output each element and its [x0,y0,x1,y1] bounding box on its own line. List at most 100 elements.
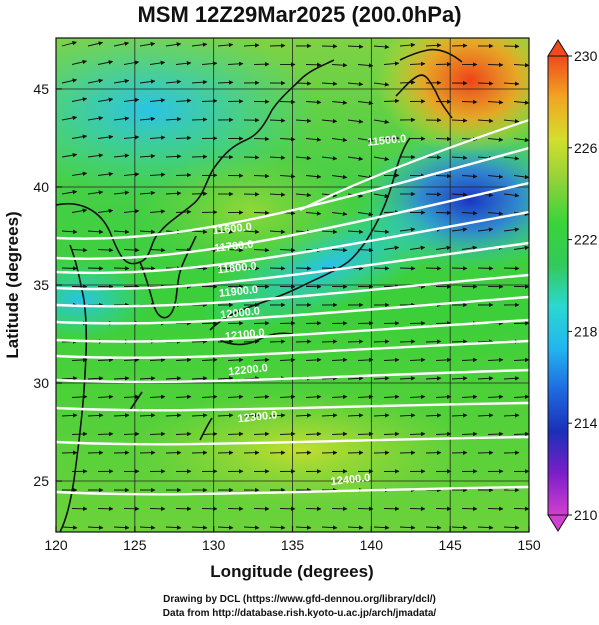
wind-arrow [513,431,529,437]
wind-arrow [425,339,442,344]
wind-arrow [409,245,426,251]
wind-arrow [383,61,400,66]
wind-arrow [373,156,390,162]
wind-arrow [409,61,426,67]
wind-arrow [305,211,322,216]
wind-arrow [425,376,442,381]
wind-arrow [435,394,452,400]
wind-arrow [123,97,140,103]
colorbar-tick-label: 214 [574,415,598,431]
wind-arrow [269,413,286,418]
wind-arrow [139,266,156,271]
wind-arrow [451,43,468,48]
wind-arrow [373,44,390,50]
wind-arrow [149,172,166,177]
wind-arrow [477,525,494,530]
height-contour [56,485,529,496]
colorbar-tick-label: 222 [574,232,598,248]
wind-arrow [461,394,478,400]
wind-arrow [373,266,390,271]
wind-arrow [175,357,192,363]
wind-arrow [243,155,260,160]
height-contour [56,146,529,240]
wind-arrow [139,229,156,235]
height-contour [56,181,529,260]
wind-arrow [451,525,468,530]
wind-arrow [123,172,140,177]
wind-arrow [139,190,156,196]
wind-arrow [123,431,140,437]
colorbar-tick-label: 226 [574,140,598,156]
wind-arrow [201,394,218,400]
wind-arrow [269,43,286,48]
wind-arrow [425,525,442,530]
wind-arrow [513,100,529,105]
wind-arrow [513,357,529,363]
wind-arrow [357,137,374,143]
wind-arrow [305,137,322,142]
contour-label: 11700.0 [214,239,254,255]
y-tick-label: 40 [33,179,49,195]
wind-arrow [295,155,312,161]
wind-arrow [191,42,208,47]
wind-arrow [253,210,270,216]
wind-arrow [279,174,296,179]
wind-arrow [331,247,348,253]
contour-label: 11900.0 [218,284,258,300]
y-tick-label: 35 [33,277,49,293]
wind-arrow [373,119,390,124]
wind-arrow [165,376,182,381]
wind-arrow [87,376,104,381]
wind-arrow [191,339,208,344]
wind-arrow [451,413,468,418]
wind-arrow [61,152,78,158]
height-contour [56,295,529,325]
wind-arrow [139,41,156,47]
wind-arrow [243,413,260,418]
wind-arrow [461,99,478,105]
wind-arrow [383,431,400,437]
wind-arrow [503,156,520,161]
wind-arrow [149,357,166,363]
wind-arrow [487,100,504,105]
wind-arrow [487,137,504,142]
wind-arrow [305,394,322,400]
wind-arrow [487,211,504,216]
wind-arrow [217,42,234,48]
contour-label: 12200.0 [228,362,269,378]
wind-arrow [487,174,504,179]
wind-arrow [113,190,130,195]
wind-arrow [123,135,140,140]
colorbar-tick-label: 230 [574,48,598,64]
wind-arrow [331,394,348,400]
wind-arrow [321,413,338,418]
wind-arrow [347,525,364,530]
wind-arrow [503,227,520,232]
wind-arrow [357,431,374,437]
wind-arrow [347,339,364,344]
wind-arrow [383,394,400,400]
wind-arrow [487,62,504,68]
wind-arrow [253,173,270,179]
wind-arrow [87,413,104,418]
contour-labels: 11500.0 11600.0 11700.0 11800.0 11900.0 12000… [212,133,407,488]
wind-arrow [399,376,416,381]
wind-arrow [425,266,442,271]
wind-arrow [139,116,156,122]
wind-arrow [295,413,312,418]
wind-arrow [269,339,286,344]
wind-arrow [123,247,140,253]
wind-arrow [305,99,322,105]
wind-arrow [123,357,140,363]
wind-arrow [513,245,529,251]
wind-arrow [61,229,78,235]
wind-arrow [217,229,234,235]
wind-arrow [503,193,520,198]
wind-arrow [399,339,416,344]
wind-arrow [383,98,400,104]
wind-arrow [113,229,130,235]
wind-arrow [451,192,468,197]
wind-arrow [347,229,364,235]
wind-arrow [409,394,426,400]
wind-arrow [373,525,390,530]
